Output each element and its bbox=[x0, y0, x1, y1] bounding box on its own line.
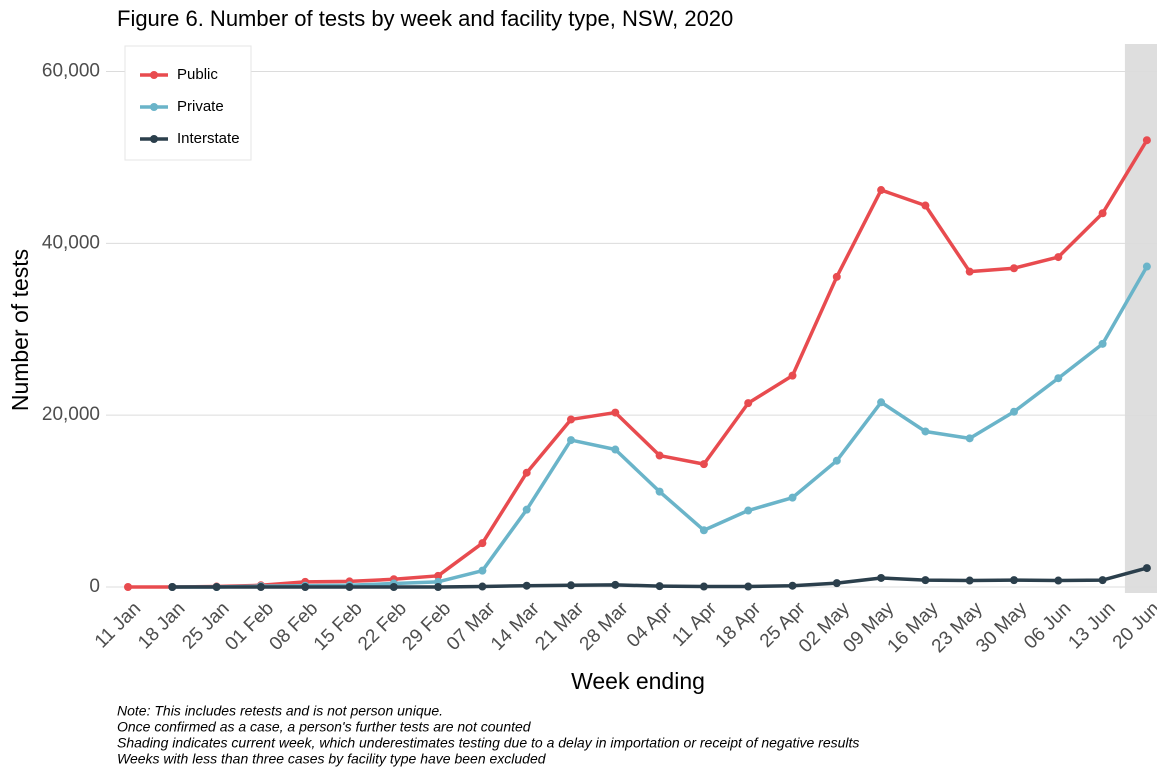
legend-swatch-dot bbox=[150, 103, 158, 111]
x-tick-label: 18 Jan bbox=[134, 598, 189, 653]
x-tick-label: 08 Feb bbox=[266, 598, 323, 655]
data-point bbox=[921, 201, 930, 210]
data-point bbox=[168, 582, 177, 591]
note-line: Shading indicates current week, which un… bbox=[117, 735, 859, 751]
data-point bbox=[965, 434, 974, 443]
data-point bbox=[567, 581, 575, 590]
data-point bbox=[699, 526, 708, 535]
legend-label: Public bbox=[177, 66, 218, 83]
data-point bbox=[744, 582, 753, 591]
data-point bbox=[1142, 564, 1151, 573]
y-tick-label: 40,000 bbox=[42, 232, 100, 253]
legend-swatch-dot bbox=[150, 71, 158, 79]
data-point bbox=[655, 451, 664, 460]
x-tick-label: 20 Jun bbox=[1109, 598, 1157, 653]
data-point bbox=[1010, 264, 1018, 273]
x-tick-label: 30 May bbox=[972, 598, 1031, 657]
data-point bbox=[965, 576, 974, 585]
x-tick-label: 07 Mar bbox=[443, 598, 500, 655]
x-axis-label: Week ending bbox=[571, 668, 705, 694]
data-point bbox=[522, 468, 531, 477]
data-point bbox=[301, 582, 310, 591]
data-point bbox=[699, 582, 708, 591]
data-point bbox=[655, 582, 664, 591]
current-week-shading bbox=[1124, 44, 1157, 593]
note-line: Note: This includes retests and is not p… bbox=[117, 703, 443, 719]
x-tick-label: 22 Feb bbox=[354, 598, 411, 655]
notes: Note: This includes retests and is not p… bbox=[117, 703, 859, 767]
data-point bbox=[611, 408, 620, 417]
data-point bbox=[1098, 576, 1107, 585]
data-point bbox=[877, 398, 886, 407]
data-point bbox=[567, 415, 575, 424]
data-point bbox=[699, 460, 708, 469]
data-point bbox=[832, 272, 841, 281]
x-tick-label: 04 Apr bbox=[623, 598, 677, 652]
legend-swatch-dot bbox=[150, 135, 158, 143]
data-point bbox=[832, 456, 841, 465]
data-point bbox=[877, 573, 886, 582]
legend-label: Interstate bbox=[177, 130, 240, 147]
data-point bbox=[788, 581, 797, 590]
data-point bbox=[1054, 253, 1063, 262]
data-point bbox=[434, 571, 443, 580]
data-point bbox=[478, 582, 487, 591]
data-point bbox=[478, 539, 487, 548]
data-point bbox=[124, 582, 132, 591]
data-point bbox=[788, 371, 797, 380]
data-point bbox=[345, 582, 354, 591]
data-point bbox=[832, 579, 841, 588]
data-point bbox=[478, 566, 487, 575]
series-line bbox=[128, 139, 1149, 589]
data-point bbox=[567, 436, 575, 445]
data-point bbox=[877, 186, 886, 195]
data-point bbox=[256, 582, 265, 591]
data-point bbox=[744, 399, 753, 408]
data-point bbox=[1098, 209, 1107, 218]
data-point bbox=[1010, 407, 1018, 416]
legend-box bbox=[124, 45, 252, 161]
data-point bbox=[744, 506, 753, 515]
note-line: Once confirmed as a case, a person's fur… bbox=[117, 719, 532, 735]
x-tick-label: 13 Jun bbox=[1064, 598, 1119, 653]
x-tick-label: 29 Feb bbox=[399, 598, 456, 655]
data-point bbox=[965, 267, 974, 276]
legend-label: Private bbox=[177, 98, 224, 115]
x-tick-label: 14 Mar bbox=[487, 598, 544, 655]
x-tick-label: 18 Apr bbox=[712, 598, 766, 652]
data-point bbox=[212, 582, 221, 591]
data-point bbox=[1054, 576, 1063, 585]
data-point bbox=[921, 427, 930, 436]
chart-title: Figure 6. Number of tests by week and fa… bbox=[117, 6, 733, 31]
data-point bbox=[1054, 374, 1063, 383]
data-point bbox=[1010, 576, 1018, 585]
data-point bbox=[788, 493, 797, 502]
x-tick-label: 06 Jun bbox=[1020, 598, 1075, 653]
x-tick-label: 11 Jan bbox=[91, 598, 145, 652]
data-point bbox=[611, 580, 620, 589]
y-tick-label: 0 bbox=[89, 576, 100, 597]
x-tick-label: 28 Mar bbox=[576, 598, 633, 655]
data-point bbox=[434, 582, 443, 591]
data-point bbox=[655, 487, 664, 496]
data-point bbox=[522, 581, 531, 590]
x-tick-label: 21 Mar bbox=[531, 598, 588, 655]
data-point bbox=[921, 576, 930, 585]
x-tick-label: 01 Feb bbox=[221, 598, 278, 655]
x-tick-label: 15 Feb bbox=[310, 598, 367, 655]
x-tick-label: 11 Apr bbox=[668, 598, 721, 651]
y-axis-label: Number of tests bbox=[7, 249, 33, 411]
note-line: Weeks with less than three cases by faci… bbox=[117, 751, 547, 767]
data-point bbox=[389, 582, 398, 591]
data-point bbox=[1142, 262, 1151, 271]
data-point bbox=[611, 445, 620, 454]
data-point bbox=[522, 505, 531, 514]
y-tick-label: 60,000 bbox=[42, 61, 100, 82]
data-point bbox=[1098, 339, 1107, 348]
series-line bbox=[172, 265, 1149, 589]
y-tick-label: 20,000 bbox=[42, 404, 100, 425]
data-point bbox=[1142, 136, 1151, 145]
